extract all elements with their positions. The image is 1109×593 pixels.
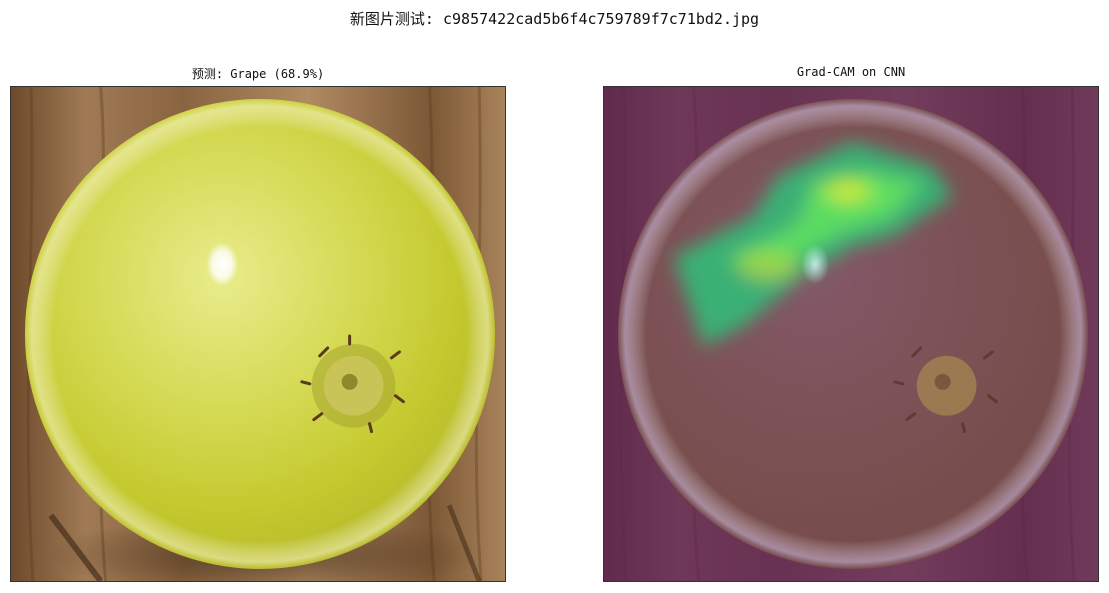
stem-scar: [300, 334, 405, 434]
gradcam-title: Grad-CAM on CNN: [796, 65, 906, 79]
activation-region: [673, 141, 953, 346]
gradcam-overlay: [603, 86, 1099, 582]
stem-scar-overlay: [893, 346, 998, 434]
grape-photo: [10, 86, 506, 582]
gradcam-overlay-image: [604, 87, 1098, 581]
figure-suptitle: 新图片测试: c9857422cad5b6f4c759789f7c71bd2.j…: [349, 10, 760, 28]
prediction-title: 预测: Grape (68.9%): [191, 67, 325, 81]
grape-photo-image: [11, 87, 505, 581]
